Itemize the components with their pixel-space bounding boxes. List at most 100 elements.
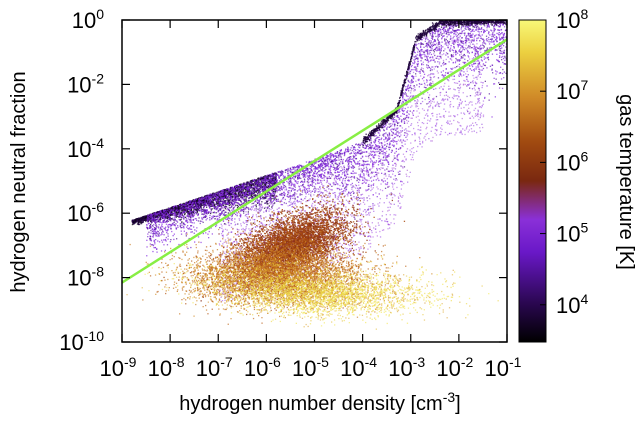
scatter-point (391, 125, 392, 126)
scatter-point (408, 90, 409, 91)
scatter-point (495, 73, 496, 74)
scatter-point (482, 34, 483, 35)
scatter-point (417, 103, 418, 104)
scatter-point (407, 112, 408, 113)
scatter-point (380, 130, 381, 131)
scatter-point (346, 189, 347, 190)
scatter-point (176, 238, 177, 239)
scatter-point (463, 74, 464, 75)
scatter-point (441, 50, 442, 51)
scatter-point (469, 47, 470, 48)
scatter-point (443, 30, 444, 31)
scatter-point (235, 193, 236, 194)
scatter-point (495, 29, 496, 30)
scatter-point (437, 35, 438, 36)
scatter-point (427, 39, 428, 40)
scatter-point (490, 66, 491, 67)
scatter-point (148, 218, 149, 219)
scatter-point (220, 195, 221, 196)
scatter-point (291, 169, 292, 170)
scatter-point (377, 196, 378, 197)
scatter-point (300, 193, 301, 194)
scatter-point (362, 156, 363, 157)
scatter-point (173, 219, 174, 220)
scatter-point (363, 170, 364, 171)
scatter-point (399, 132, 400, 133)
scatter-point (501, 32, 502, 33)
scatter-point (207, 218, 208, 219)
scatter-point (361, 194, 362, 195)
scatter-point (383, 148, 384, 149)
scatter-point (471, 70, 472, 71)
scatter-point (351, 147, 352, 148)
scatter-point (206, 219, 207, 220)
scatter-point (155, 239, 156, 240)
scatter-point (483, 29, 484, 30)
scatter-point (284, 202, 285, 203)
scatter-point (330, 174, 331, 175)
scatter-point (368, 208, 369, 209)
scatter-point (385, 154, 386, 155)
scatter-point (459, 29, 460, 30)
scatter-point (417, 51, 418, 52)
scatter-point (245, 184, 246, 185)
scatter-point (226, 206, 227, 207)
scatter-point (377, 169, 378, 170)
scatter-point (378, 151, 379, 152)
scatter-point (194, 210, 195, 211)
scatter-point (392, 138, 393, 139)
scatter-point (140, 217, 141, 218)
scatter-point (503, 45, 504, 46)
scatter-point (350, 195, 351, 196)
scatter-point (199, 205, 200, 206)
scatter-point (226, 196, 227, 197)
scatter-point (209, 231, 210, 232)
scatter-point (288, 169, 289, 170)
scatter-point (132, 224, 133, 225)
scatter-point (370, 161, 371, 162)
scatter-point (161, 224, 162, 225)
scatter-point (290, 198, 291, 199)
scatter-point (203, 208, 204, 209)
scatter-point (361, 213, 362, 214)
scatter-point (254, 195, 255, 196)
scatter-point (386, 146, 387, 147)
scatter-point (243, 212, 244, 213)
scatter-point (458, 37, 459, 38)
scatter-point (167, 210, 168, 211)
scatter-point (470, 82, 471, 83)
scatter-point (139, 221, 140, 222)
scatter-point (420, 60, 421, 61)
scatter-point (300, 178, 301, 179)
scatter-point (181, 222, 182, 223)
scatter-point (400, 165, 401, 166)
scatter-point (410, 111, 411, 112)
scatter-point (197, 210, 198, 211)
scatter-point (336, 178, 337, 179)
scatter-point (262, 176, 263, 177)
scatter-point (467, 47, 468, 48)
scatter-point (499, 87, 500, 88)
scatter-point (195, 212, 196, 213)
scatter-point (318, 161, 319, 162)
scatter-point (375, 174, 376, 175)
scatter-point (393, 145, 394, 146)
scatter-point (315, 183, 316, 184)
scatter-point (192, 231, 193, 232)
scatter-point (215, 216, 216, 217)
scatter-points (49, 20, 553, 345)
scatter-point (361, 176, 362, 177)
scatter-point (297, 190, 298, 191)
scatter-point (437, 66, 438, 67)
scatter-point (236, 192, 237, 193)
scatter-point (405, 86, 406, 87)
scatter-point (366, 167, 367, 168)
scatter-point (389, 135, 390, 136)
scatter-point (348, 167, 349, 168)
scatter-point (146, 240, 147, 241)
scatter-point (424, 83, 425, 84)
scatter-point (297, 183, 298, 184)
scatter-point (349, 153, 350, 154)
scatter-point (203, 222, 204, 223)
scatter-point (385, 180, 386, 181)
